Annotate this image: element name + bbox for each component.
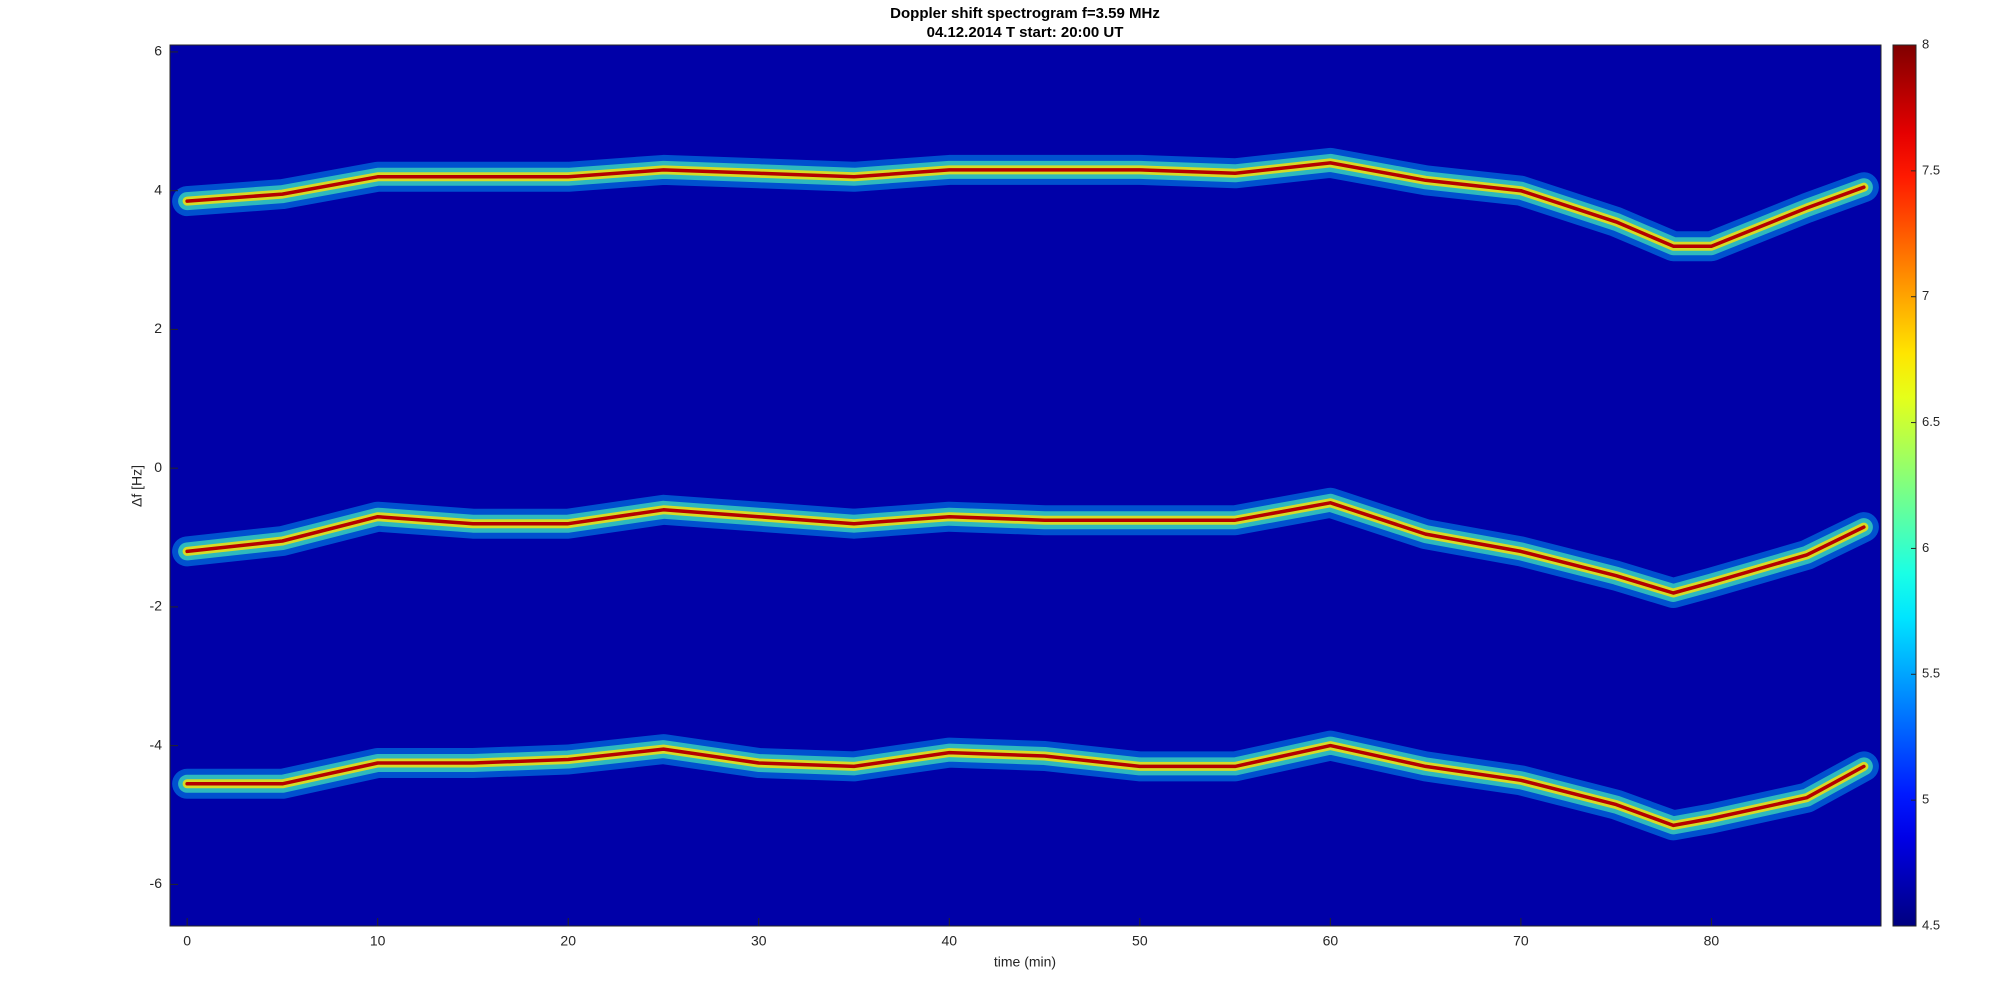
y-tick-label: -6 <box>150 875 163 891</box>
y-axis-label: Δf [Hz] <box>129 465 145 507</box>
y-tick-label: 0 <box>154 459 162 475</box>
x-tick-label: 0 <box>183 933 191 949</box>
trace <box>185 161 1866 248</box>
y-tick-label: -4 <box>150 736 163 752</box>
trace <box>185 501 1866 595</box>
x-tick-label: 80 <box>1704 933 1720 949</box>
colorbar-tick-label: 8 <box>1922 36 1929 51</box>
y-tick-label: 4 <box>154 181 162 197</box>
y-tick-label: -2 <box>150 598 163 614</box>
chart-title: Doppler shift spectrogram f=3.59 MHz <box>890 5 1160 22</box>
y-tick-label: 2 <box>154 320 162 336</box>
plot-area <box>170 45 1881 926</box>
x-tick-label: 20 <box>560 933 576 949</box>
x-tick-label: 50 <box>1132 933 1148 949</box>
x-axis-label: time (min) <box>994 954 1056 970</box>
colorbar-tick-label: 7.5 <box>1922 162 1940 177</box>
chart-subtitle: 04.12.2014 T start: 20:00 UT <box>927 24 1124 41</box>
colorbar-tick-label: 4.5 <box>1922 917 1940 932</box>
colorbar-tick-label: 6 <box>1922 540 1929 555</box>
x-tick-label: 60 <box>1323 933 1339 949</box>
trace <box>185 743 1866 828</box>
x-tick-label: 70 <box>1513 933 1529 949</box>
colorbar-tick-label: 5 <box>1922 792 1929 807</box>
x-tick-label: 30 <box>751 933 767 949</box>
colorbar-tick-label: 6.5 <box>1922 414 1940 429</box>
plot-frame <box>169 44 1882 927</box>
colorbar-tick-label: 7 <box>1922 288 1929 303</box>
colorbar <box>1892 44 1917 927</box>
y-tick-label: 6 <box>154 43 162 59</box>
colorbar-tick-label: 5.5 <box>1922 666 1940 681</box>
x-tick-label: 40 <box>941 933 957 949</box>
x-tick-label: 10 <box>370 933 386 949</box>
